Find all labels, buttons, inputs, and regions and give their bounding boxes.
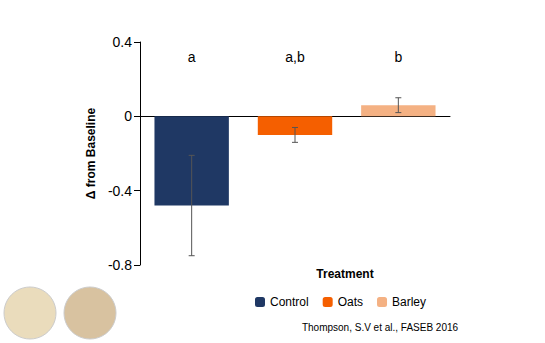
svg-text:a,b: a,b [285, 49, 305, 65]
svg-text:-0.8: -0.8 [108, 257, 132, 273]
svg-text:Treatment: Treatment [316, 267, 373, 281]
svg-text:Barley: Barley [392, 295, 426, 309]
svg-text:Control: Control [270, 295, 309, 309]
svg-text:b: b [394, 49, 402, 65]
svg-text:Δ from Baseline: Δ from Baseline [84, 108, 98, 200]
svg-text:-0.4: -0.4 [108, 183, 132, 199]
svg-text:Oats: Oats [338, 295, 363, 309]
svg-text:0.4: 0.4 [113, 34, 133, 50]
svg-text:0: 0 [124, 108, 132, 124]
svg-text:a: a [188, 49, 196, 65]
svg-text:Thompson, S.V et al., FASEB 20: Thompson, S.V et al., FASEB 2016 [302, 322, 459, 333]
